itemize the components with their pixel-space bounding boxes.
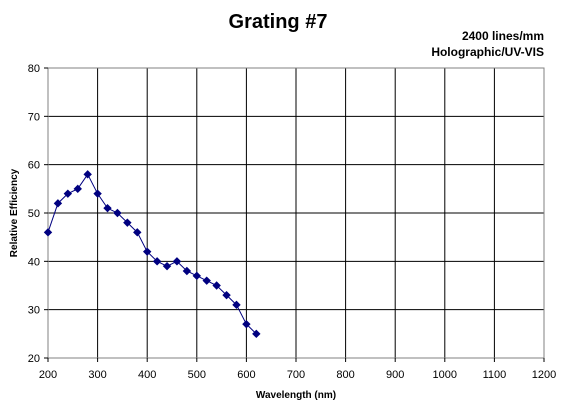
data-point-marker bbox=[152, 257, 162, 266]
chart-subtitle-line-1: 2400 lines/mm bbox=[462, 29, 544, 43]
x-tick-label: 400 bbox=[138, 369, 156, 381]
data-point-marker bbox=[172, 257, 182, 266]
data-point-marker bbox=[222, 290, 231, 300]
series-markers bbox=[43, 170, 261, 339]
x-tick-label: 800 bbox=[336, 369, 354, 381]
y-tick-label: 30 bbox=[28, 305, 40, 317]
data-point-marker bbox=[123, 218, 132, 227]
data-point-marker bbox=[133, 228, 142, 237]
y-axis-ticks: 20 30 40 50 60 70 80 bbox=[28, 63, 48, 365]
x-tick-label: 600 bbox=[237, 369, 255, 381]
chart-title: Grating #7 bbox=[229, 11, 328, 33]
x-tick-label: 700 bbox=[287, 369, 305, 381]
series-line bbox=[47, 173, 257, 335]
data-point-marker bbox=[53, 199, 63, 208]
data-point-marker bbox=[142, 247, 152, 256]
data-point-marker bbox=[232, 300, 241, 310]
x-tick-label: 300 bbox=[88, 369, 106, 381]
x-tick-label: 1200 bbox=[532, 369, 556, 381]
y-tick-label: 60 bbox=[28, 160, 40, 172]
data-point-marker bbox=[63, 189, 73, 198]
x-tick-label: 1000 bbox=[433, 369, 457, 381]
data-point-marker bbox=[43, 228, 53, 237]
x-tick-label: 500 bbox=[188, 369, 206, 381]
x-axis-ticks: 200 300 400 500 600 700 800 900 1000 1100 1200 bbox=[39, 358, 556, 381]
x-tick-label: 900 bbox=[386, 369, 404, 381]
x-tick-label: 1100 bbox=[483, 369, 507, 381]
data-point-marker bbox=[83, 170, 92, 179]
y-tick-label: 40 bbox=[28, 256, 40, 268]
data-point-marker bbox=[93, 189, 102, 198]
y-axis-label: Relative Efficiency bbox=[9, 168, 20, 257]
data-point-marker bbox=[242, 319, 251, 329]
data-point-marker bbox=[202, 276, 211, 285]
data-point-marker bbox=[73, 184, 82, 194]
data-point-marker bbox=[192, 271, 202, 281]
y-tick-label: 80 bbox=[28, 63, 40, 75]
data-point-marker bbox=[252, 329, 261, 339]
data-point-marker bbox=[182, 266, 192, 276]
y-tick-label: 20 bbox=[28, 353, 40, 365]
data-point-marker bbox=[212, 281, 221, 290]
x-axis-label: Wavelength (nm) bbox=[256, 390, 336, 401]
y-tick-label: 50 bbox=[28, 208, 40, 220]
chart-subtitle-line-2: Holographic/UV-VIS bbox=[431, 45, 544, 59]
x-tick-label: 200 bbox=[39, 369, 57, 381]
data-point-marker bbox=[162, 261, 172, 271]
data-point-marker bbox=[113, 208, 122, 218]
y-tick-label: 70 bbox=[28, 111, 40, 123]
data-point-marker bbox=[103, 203, 112, 213]
